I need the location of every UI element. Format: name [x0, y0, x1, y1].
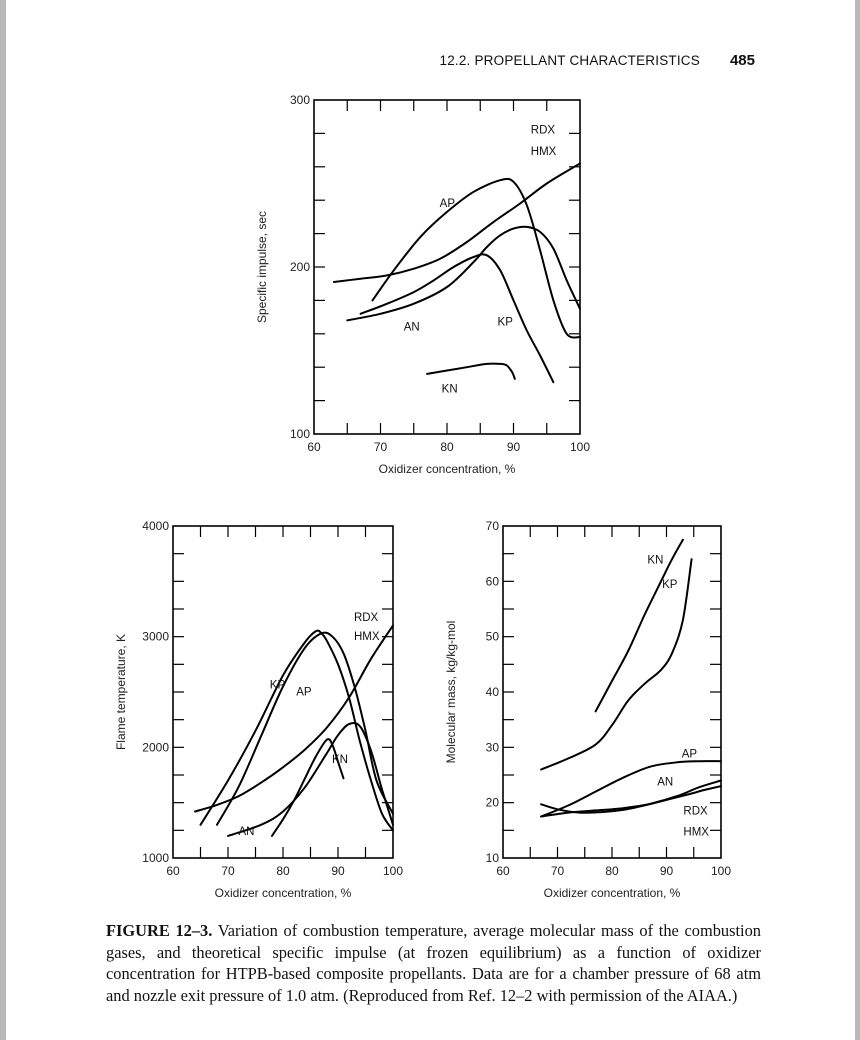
section-title: 12.2. PROPELLANT CHARACTERISTICS — [439, 53, 700, 68]
figure-label: FIGURE 12–3. — [106, 921, 213, 940]
flame-temperature-chart: 60 70 80 90 100 1000 2000 3000 4000 Oxidizer conc… — [114, 519, 403, 900]
page-edge-right — [855, 0, 860, 1040]
x-tick-label: 100 — [711, 864, 731, 878]
series-label-kp: KP — [662, 579, 678, 591]
x-tick-label: 90 — [331, 864, 345, 878]
series-label-rdx: RDX — [683, 805, 708, 817]
series-line-kp — [540, 558, 693, 771]
x-axis-label: Oxidizer concentration, % — [215, 886, 352, 900]
running-head: 12.2. PROPELLANT CHARACTERISTICS 485 — [300, 52, 755, 69]
series-line-kn — [426, 362, 516, 380]
x-tick-label: 90 — [660, 864, 674, 878]
series-label-kp: KP — [270, 680, 286, 692]
y-tick-label: 70 — [486, 519, 500, 533]
y-tick-label: 3000 — [142, 630, 169, 644]
x-tick-label: 80 — [276, 864, 290, 878]
figure-caption: FIGURE 12–3. Variation of combustion tem… — [106, 920, 761, 1006]
caption-text: Variation of combustion temperature, ave… — [106, 921, 761, 1005]
x-tick-label: 100 — [570, 440, 590, 454]
x-tick-label: 60 — [307, 440, 321, 454]
page-edge-left — [0, 0, 6, 1040]
series-label-kn: KN — [332, 754, 348, 766]
y-axis-label: Molecular mass, kg/kg-mol — [444, 621, 458, 764]
y-tick-label: 2000 — [142, 740, 169, 754]
molecular-mass-chart: 60 70 80 90 100 10 20 30 40 50 60 70 Oxidizer concen… — [444, 519, 731, 900]
y-axis-label: Flame temperature, K — [114, 634, 128, 750]
series-label-an: AN — [404, 321, 420, 333]
x-tick-label: 70 — [374, 440, 388, 454]
y-tick-label: 60 — [486, 574, 500, 588]
series-line-rdx-hmx — [540, 779, 722, 818]
x-tick-label: 70 — [551, 864, 565, 878]
series-line-ap — [216, 631, 394, 826]
series-label-ap: AP — [682, 748, 698, 760]
series-line-ap — [540, 760, 722, 818]
y-tick-label: 40 — [486, 685, 500, 699]
y-tick-label: 300 — [290, 93, 310, 107]
y-tick-label: 4000 — [142, 519, 169, 533]
page-number: 485 — [729, 52, 755, 69]
series-label-an: AN — [657, 777, 673, 789]
series-line-ap — [371, 177, 581, 339]
y-axis-label: Specific impulse, sec — [255, 211, 269, 323]
series-line-kn — [271, 738, 345, 837]
x-axis-label: Oxidizer concentration, % — [379, 462, 516, 476]
series-label-hmx: HMX — [531, 146, 557, 158]
series-label-ap: AP — [296, 686, 312, 698]
series-label-kn: KN — [647, 555, 663, 567]
x-tick-label: 90 — [507, 440, 521, 454]
series-line-rdx-hmx — [194, 624, 394, 813]
x-tick-label: 70 — [221, 864, 235, 878]
y-tick-label: 30 — [486, 740, 500, 754]
x-tick-label: 100 — [383, 864, 403, 878]
series-label-rdx: RDX — [531, 124, 556, 136]
series-label-an: AN — [238, 826, 254, 838]
x-tick-label: 60 — [166, 864, 180, 878]
series-label-ap: AP — [440, 198, 456, 210]
series-label-rdx: RDX — [354, 612, 379, 624]
series-label-hmx: HMX — [683, 826, 709, 838]
y-tick-label: 50 — [486, 630, 500, 644]
y-tick-label: 10 — [486, 851, 500, 865]
y-tick-label: 100 — [290, 427, 310, 441]
series-line-an — [346, 225, 581, 322]
figure-charts: 60 70 80 90 100 100 200 300 Oxidizer concentrati… — [114, 93, 731, 900]
series-line-kp — [199, 629, 394, 832]
series-line-rdx-hmx — [332, 162, 581, 283]
y-tick-label: 200 — [290, 260, 310, 274]
x-tick-label: 60 — [496, 864, 510, 878]
x-axis-label: Oxidizer concentration, % — [544, 886, 681, 900]
series-label-kn: KN — [442, 383, 458, 395]
x-tick-label: 80 — [440, 440, 454, 454]
specific-impulse-chart: 60 70 80 90 100 100 200 300 Oxidizer concentrati… — [255, 93, 590, 476]
series-label-kp: KP — [498, 316, 514, 328]
series-line-an — [540, 785, 722, 814]
series-label-hmx: HMX — [354, 631, 380, 643]
series-line-an — [227, 721, 394, 837]
series-line-kp — [359, 253, 555, 384]
y-tick-label: 20 — [486, 796, 500, 810]
x-tick-label: 80 — [605, 864, 619, 878]
series-line-kn — [594, 538, 684, 713]
y-tick-label: 1000 — [142, 851, 169, 865]
